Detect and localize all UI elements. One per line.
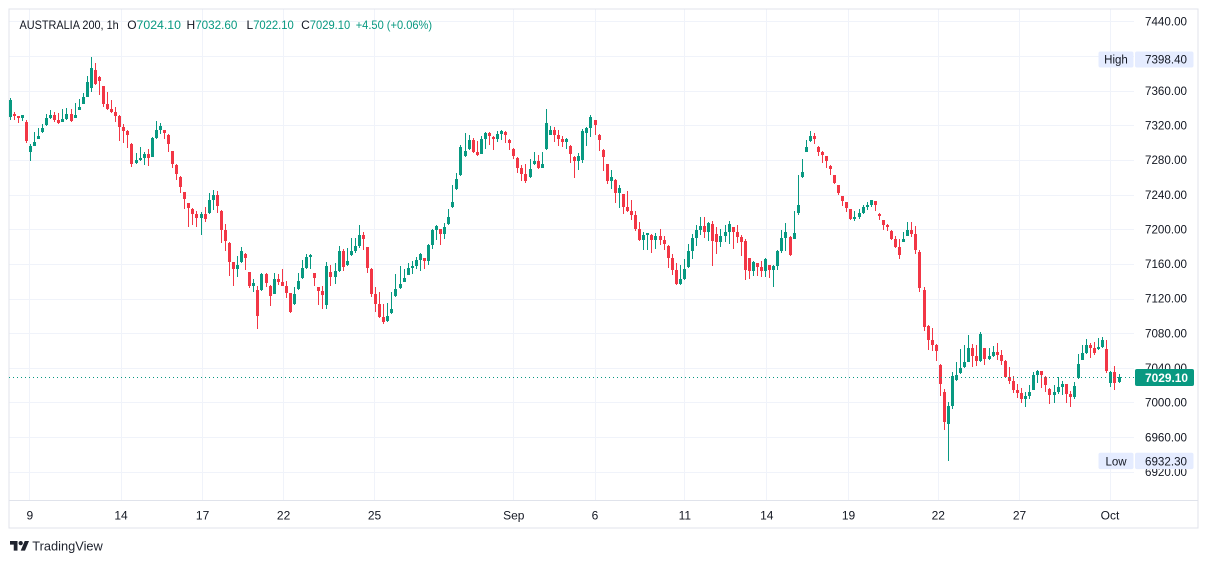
svg-text:7120.00: 7120.00 [1145, 294, 1187, 306]
svg-text:H: H [187, 18, 196, 32]
svg-text:7022.10: 7022.10 [253, 18, 294, 32]
svg-text:Oct: Oct [1101, 509, 1120, 523]
svg-text:+4.50 (+0.06%): +4.50 (+0.06%) [356, 18, 432, 32]
svg-text:7440.00: 7440.00 [1145, 17, 1187, 29]
svg-text:7200.00: 7200.00 [1145, 224, 1187, 236]
svg-text:7029.10: 7029.10 [310, 18, 351, 32]
svg-text:14: 14 [114, 509, 128, 523]
svg-text:High: High [1104, 55, 1128, 67]
svg-text:7024.10: 7024.10 [137, 18, 182, 32]
svg-text:27: 27 [1013, 509, 1027, 523]
svg-text:7360.00: 7360.00 [1145, 86, 1187, 98]
svg-text:19: 19 [842, 509, 856, 523]
svg-text:14: 14 [760, 509, 774, 523]
svg-text:11: 11 [679, 509, 692, 523]
svg-text:9: 9 [26, 509, 33, 523]
svg-text:O: O [127, 18, 136, 32]
svg-text:L: L [247, 18, 254, 32]
svg-text:7160.00: 7160.00 [1145, 259, 1187, 271]
svg-text:7029.10: 7029.10 [1145, 373, 1188, 385]
svg-text:AUSTRALIA 200, 1h: AUSTRALIA 200, 1h [20, 18, 119, 32]
svg-text:7320.00: 7320.00 [1145, 121, 1187, 133]
svg-text:25: 25 [368, 509, 382, 523]
svg-text:7280.00: 7280.00 [1145, 155, 1187, 167]
svg-text:6960.00: 6960.00 [1145, 432, 1187, 444]
svg-text:Low: Low [1105, 456, 1127, 468]
svg-text:C: C [301, 18, 310, 32]
svg-text:7080.00: 7080.00 [1145, 328, 1187, 340]
svg-text:TradingView: TradingView [32, 539, 103, 554]
svg-text:6: 6 [592, 509, 599, 523]
svg-text:6920.00: 6920.00 [1145, 467, 1187, 479]
svg-text:7398.40: 7398.40 [1145, 55, 1187, 67]
svg-text:22: 22 [277, 509, 291, 523]
svg-text:17: 17 [196, 509, 210, 523]
svg-text:6932.30: 6932.30 [1145, 456, 1187, 468]
svg-text:22: 22 [932, 509, 946, 523]
svg-text:7240.00: 7240.00 [1145, 190, 1187, 202]
svg-text:Sep: Sep [503, 509, 525, 523]
svg-text:7000.00: 7000.00 [1145, 398, 1187, 410]
svg-text:7032.60: 7032.60 [195, 18, 238, 32]
